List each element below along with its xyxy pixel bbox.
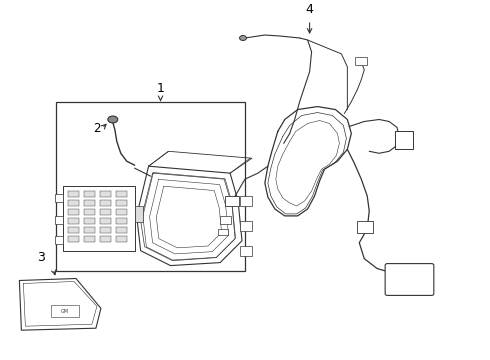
Text: 4: 4 [306,3,314,16]
Bar [68,200,79,206]
Bar [135,206,143,222]
Bar [100,209,111,215]
Bar [395,131,413,149]
Bar [116,191,127,197]
Text: 2: 2 [93,122,100,135]
Bar [116,236,127,242]
Text: 1: 1 [157,82,165,95]
Bar [84,218,95,224]
Bar [357,221,373,233]
Ellipse shape [240,36,246,40]
Bar [100,200,111,206]
Bar [51,305,79,317]
Bar [240,246,252,256]
Bar [68,191,79,197]
Bar [84,209,95,215]
Bar [100,236,111,242]
Bar [68,236,79,242]
Bar [68,218,79,224]
Bar [100,227,111,233]
Bar [68,209,79,215]
Bar [55,236,63,244]
Bar [84,200,95,206]
Bar [63,186,135,251]
Bar [56,102,245,271]
Bar [100,191,111,197]
Bar [218,229,228,235]
Bar [100,218,111,224]
Bar [240,196,252,206]
Bar [84,191,95,197]
Bar [225,196,239,206]
Bar [116,227,127,233]
Bar [355,57,367,65]
Bar [240,221,252,231]
FancyBboxPatch shape [385,264,434,296]
Ellipse shape [108,116,118,123]
Text: GM: GM [61,309,69,314]
Bar [55,194,63,202]
Bar [55,216,63,224]
Bar [116,200,127,206]
Bar [84,227,95,233]
Bar [220,216,231,224]
Bar [116,218,127,224]
Text: 3: 3 [37,251,45,264]
Bar [84,236,95,242]
Bar [68,227,79,233]
Bar [116,209,127,215]
